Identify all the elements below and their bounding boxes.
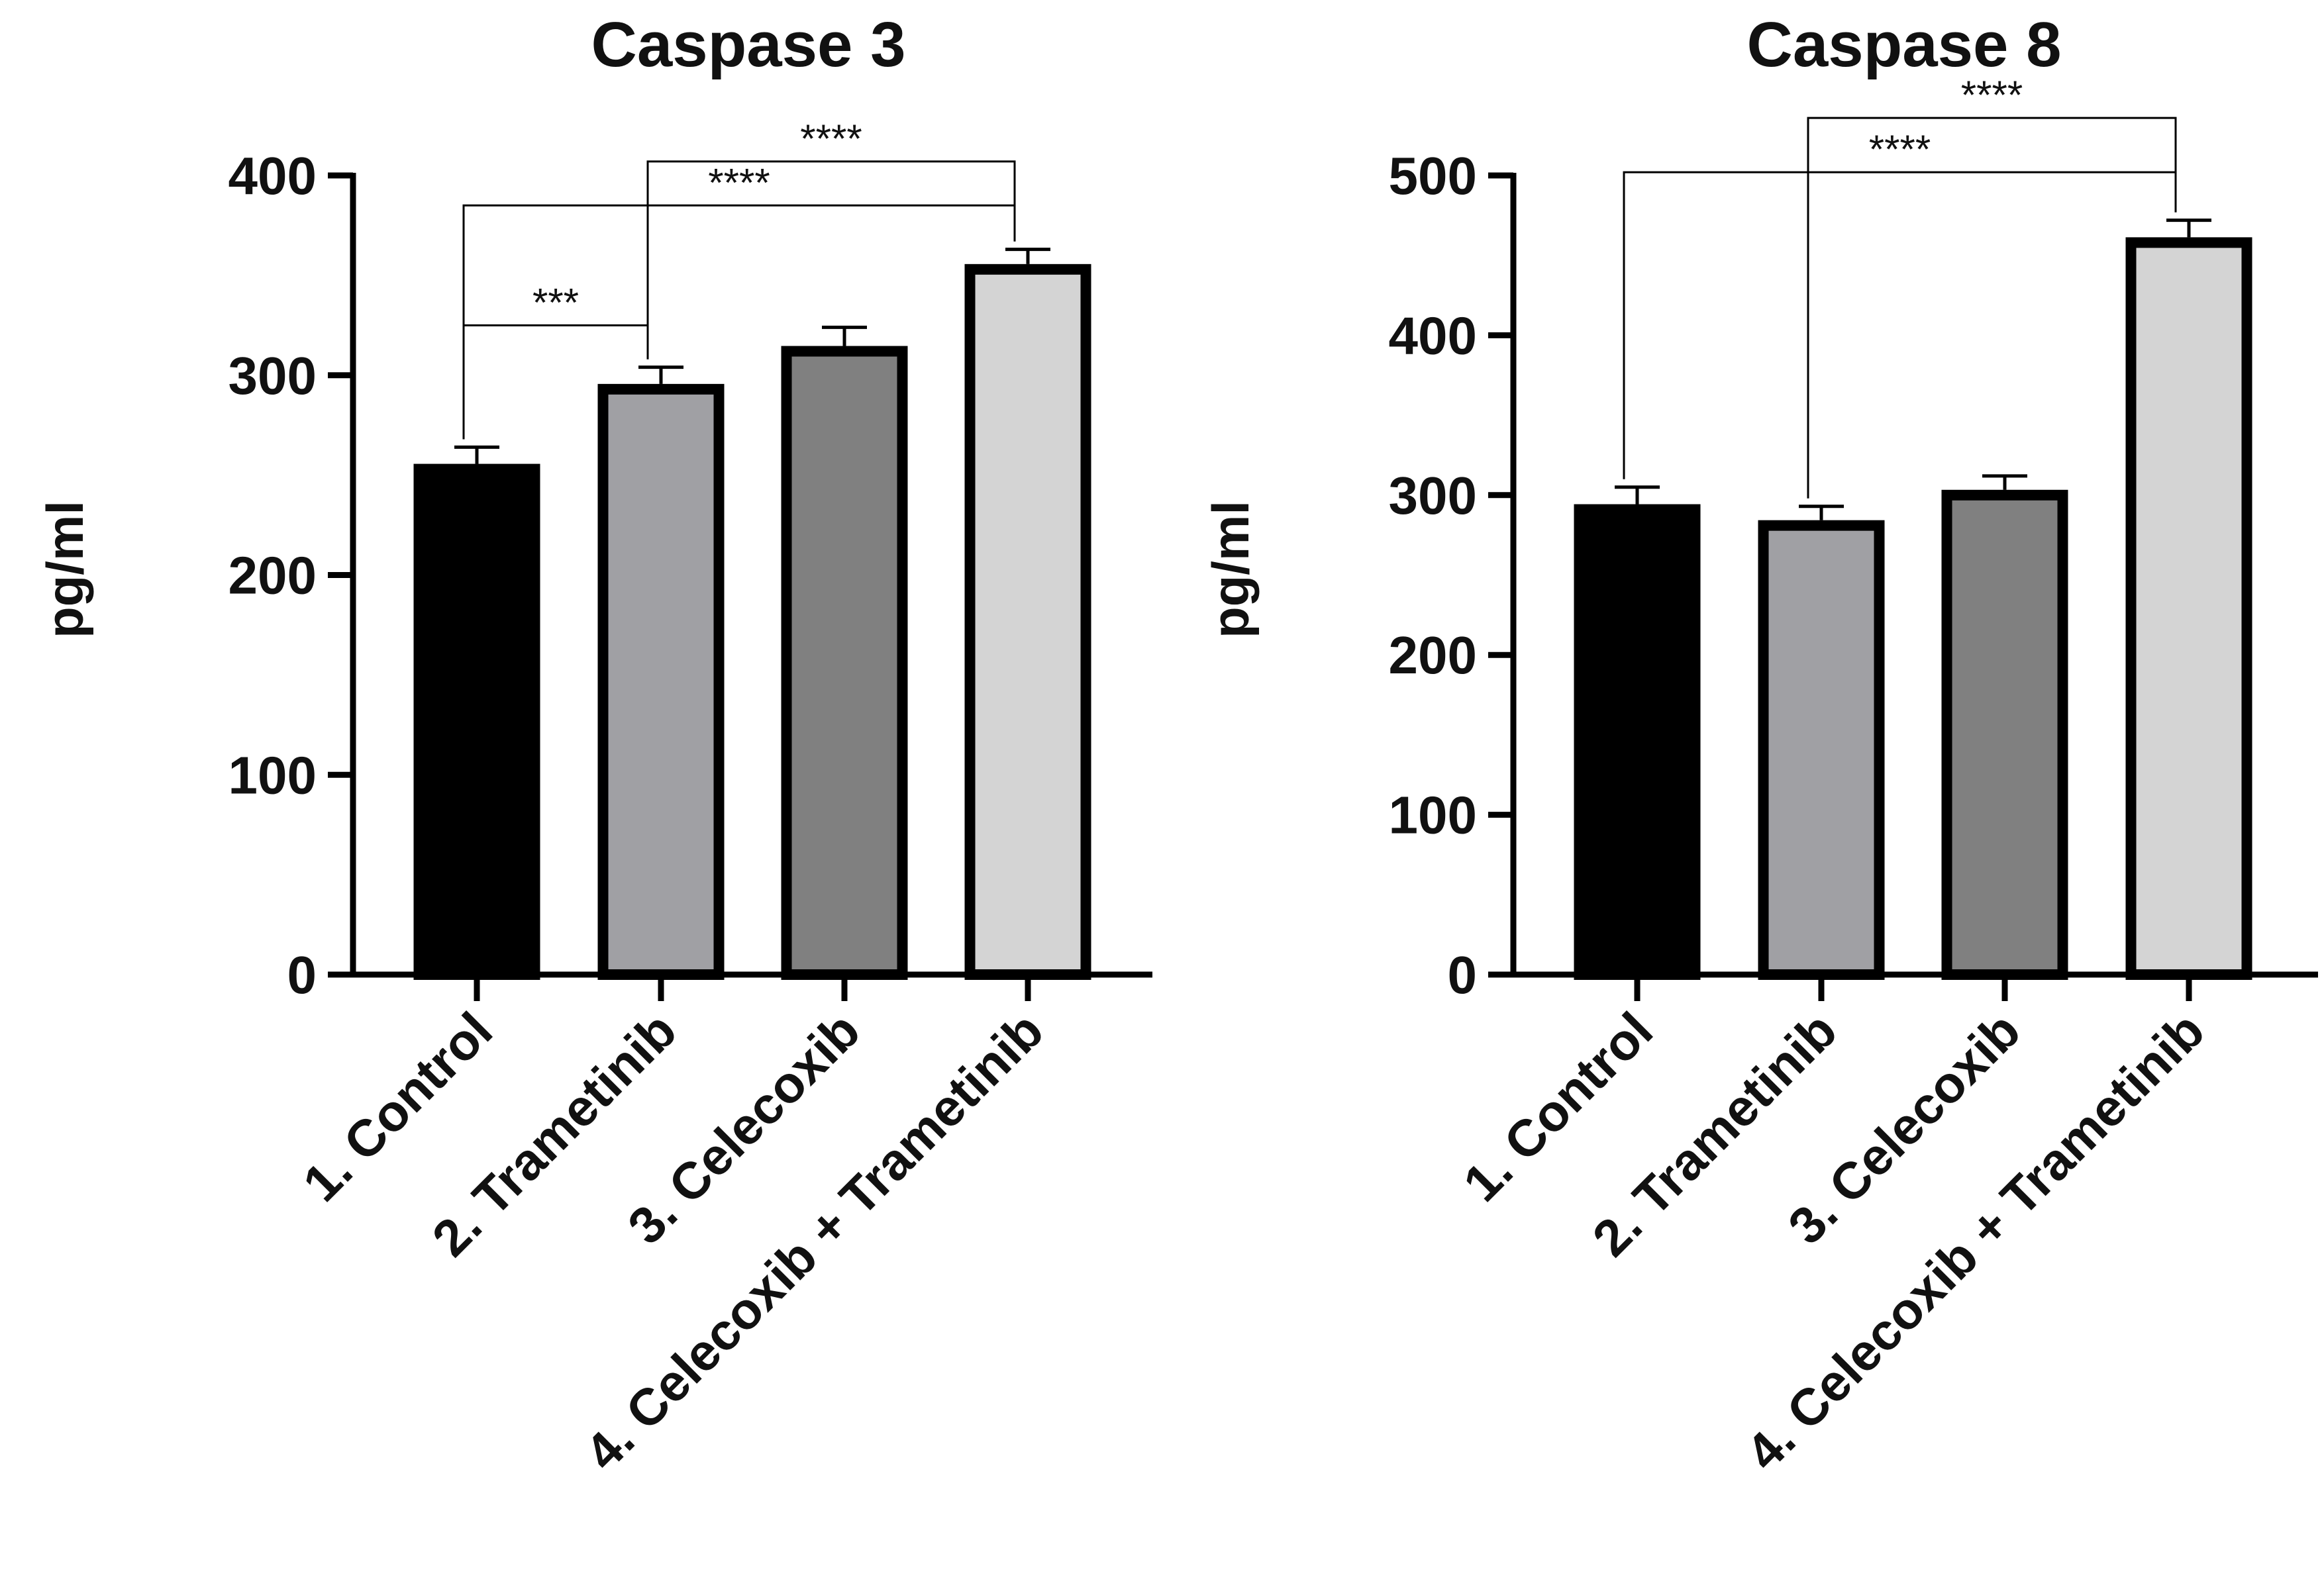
chart-title: Caspase 3 xyxy=(591,9,906,80)
significance-label: **** xyxy=(1961,73,2023,117)
y-tick-label: 400 xyxy=(228,146,317,205)
bar-1 xyxy=(1574,504,1701,980)
y-tick-label: 400 xyxy=(1389,306,1477,365)
bar-3 xyxy=(781,346,908,980)
bar-4 xyxy=(964,264,1091,980)
significance-label: **** xyxy=(1869,127,1931,171)
significance-bracket xyxy=(1623,171,2177,479)
chart-title: Caspase 8 xyxy=(1747,9,2062,80)
bar-2 xyxy=(597,383,725,980)
y-axis-label: pg/ml xyxy=(36,501,94,638)
significance-label: **** xyxy=(800,117,862,161)
significance-label: *** xyxy=(532,280,579,324)
y-tick-label: 500 xyxy=(1389,146,1477,205)
bar-2 xyxy=(1758,520,1885,980)
bar-3 xyxy=(1941,489,2068,980)
bar-1 xyxy=(413,463,540,980)
y-tick-label: 300 xyxy=(228,346,317,405)
bar-4 xyxy=(2125,237,2252,981)
y-tick-label: 0 xyxy=(1448,945,1478,1004)
significance-bracket xyxy=(646,160,1016,360)
y-tick-label: 100 xyxy=(1389,786,1477,845)
significance-bracket xyxy=(1807,117,2177,499)
y-tick-label: 300 xyxy=(1389,466,1477,525)
y-tick-label: 200 xyxy=(228,546,317,605)
y-tick-label: 100 xyxy=(228,746,317,804)
y-axis-label: pg/ml xyxy=(1201,501,1260,638)
significance-label: **** xyxy=(708,160,770,205)
y-tick-label: 200 xyxy=(1389,626,1477,685)
y-tick-label: 0 xyxy=(287,945,317,1004)
